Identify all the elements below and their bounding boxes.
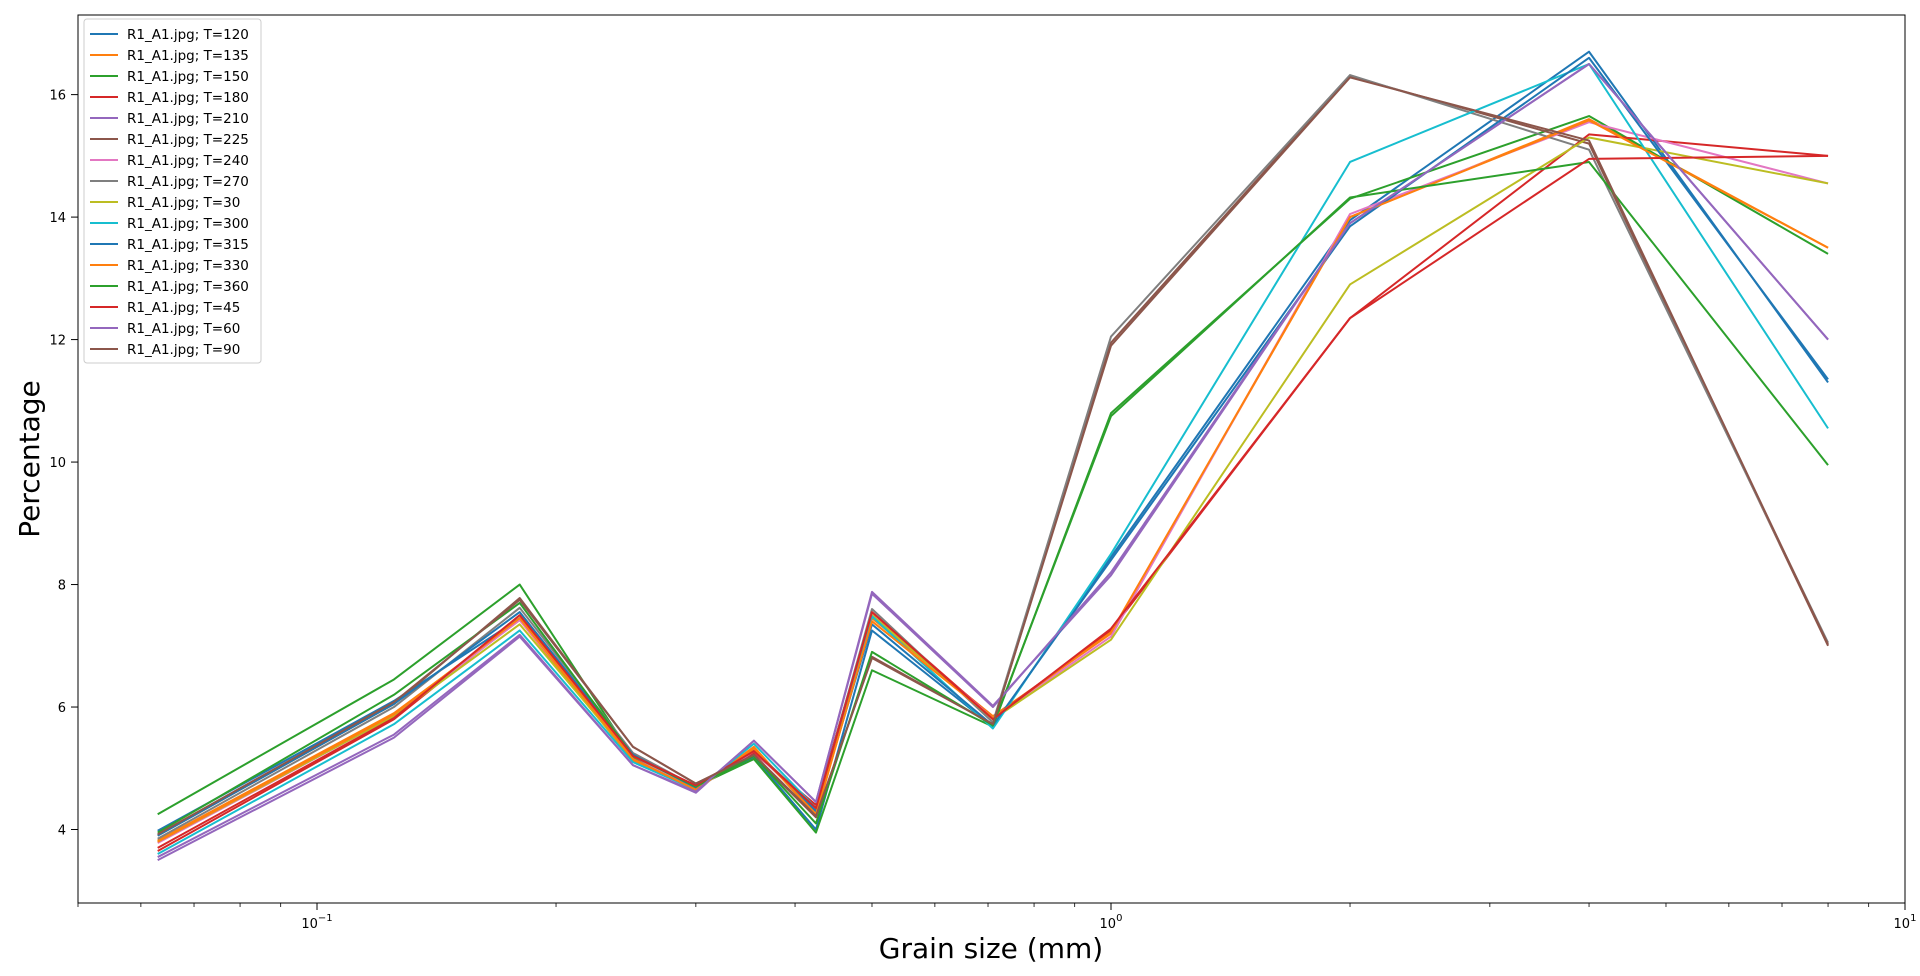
y-tick-label: 8 [58,579,66,594]
y-tick-label: 14 [49,211,66,226]
series-line-16 [157,76,1829,836]
legend-entry-label: R1_A1.jpg; T=270 [127,174,249,190]
legend-entry-label: R1_A1.jpg; T=90 [127,342,240,358]
y-tick-label: 16 [49,89,66,104]
legend-entry-label: R1_A1.jpg; T=60 [127,321,240,337]
legend-entry-label: R1_A1.jpg; T=135 [127,48,249,64]
legend-entry-label: R1_A1.jpg; T=210 [127,111,249,127]
series-line-14 [157,154,1829,849]
series-line-15 [157,62,1829,858]
legend-entry-label: R1_A1.jpg; T=225 [127,132,249,148]
legend-entry-label: R1_A1.jpg; T=360 [127,279,249,295]
legend: R1_A1.jpg; T=120 R1_A1.jpg; T=135 R1_A1.jp… [83,18,262,364]
x-axis-title: Grain size (mm) [879,932,1103,965]
legend-entry-label: R1_A1.jpg; T=45 [127,300,240,316]
plot-frame [77,14,1906,904]
x-tick-label: 100 [1100,913,1123,932]
legend-entry-label: R1_A1.jpg; T=330 [127,258,249,274]
y-tick-label: 12 [49,334,66,349]
legend-entry-label: R1_A1.jpg; T=150 [127,69,249,85]
y-tick-label: 6 [58,701,66,716]
legend-entry-label: R1_A1.jpg; T=240 [127,153,249,169]
legend-entry-label: R1_A1.jpg; T=120 [127,27,249,43]
legend-entry-label: R1_A1.jpg; T=300 [127,216,249,232]
x-tick-label: 10−1 [301,913,332,932]
series-layer [157,50,1829,862]
legend-entry-label: R1_A1.jpg; T=315 [127,237,249,253]
y-axis: 4 6 8 10 12 14 16 [49,89,78,839]
x-tick-label: 101 [1894,913,1917,932]
legend-entry-label: R1_A1.jpg; T=180 [127,90,249,106]
legend-box [83,18,262,364]
series-line-13 [157,160,1829,834]
legend-entry-label: R1_A1.jpg; T=30 [127,195,240,211]
y-tick-label: 4 [58,824,66,839]
x-axis: 10−1 100 101 [77,903,1917,932]
y-axis-title: Percentage [13,380,46,538]
y-tick-label: 10 [49,456,66,471]
